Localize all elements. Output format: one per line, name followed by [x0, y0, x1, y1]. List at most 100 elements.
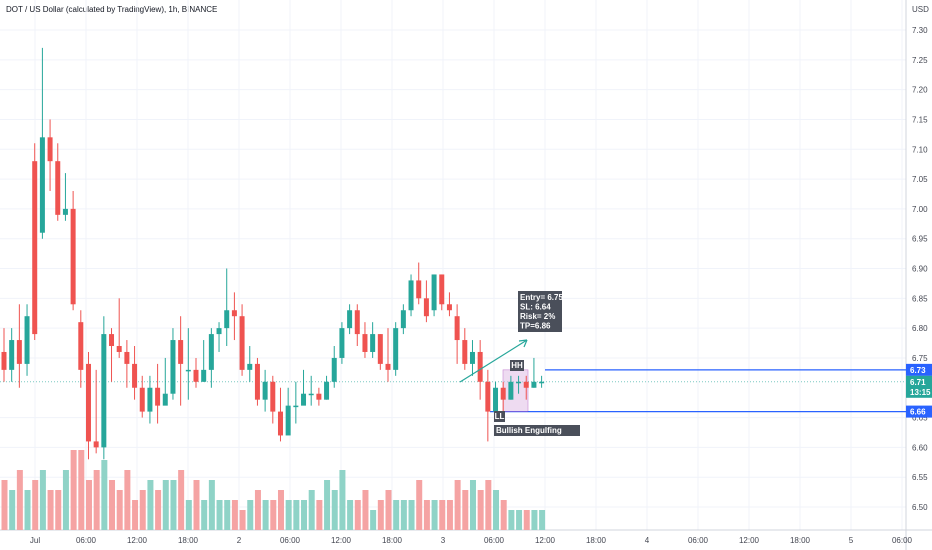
candle-body: [316, 393, 322, 400]
price-tick-label: 6.90: [912, 265, 928, 274]
candle-body: [377, 334, 383, 364]
candle-body: [109, 334, 115, 347]
candle-body: [16, 340, 22, 364]
volume-bar: [132, 500, 139, 530]
volume-bar: [493, 490, 500, 530]
candle-body: [1, 351, 7, 370]
volume-bar: [1, 480, 8, 530]
lower-price-tag: [906, 405, 932, 418]
volume-bar: [539, 510, 546, 530]
price-tick-label: 6.65: [912, 414, 928, 423]
volume-bar: [116, 490, 123, 530]
time-tick-label: 06:00: [76, 536, 97, 545]
upper-price-tag-text: 6.73: [910, 366, 926, 375]
lower-price-tag-text: 6.66: [910, 408, 926, 417]
time-tick-label: 06:00: [892, 536, 913, 545]
candle-body: [423, 298, 429, 317]
volume-bar: [16, 470, 23, 530]
time-tick-label: Jul: [30, 536, 40, 545]
candle-body: [539, 381, 545, 384]
volume-bar: [531, 510, 538, 530]
candle-body: [231, 310, 237, 317]
candle-body: [408, 280, 414, 311]
trade-note-line: Entry= 6.75: [520, 293, 563, 302]
volume-bar: [262, 500, 269, 530]
time-tick-label: 06:00: [484, 536, 505, 545]
volume-bar: [124, 470, 131, 530]
candle-body: [162, 393, 168, 406]
candle-body: [78, 322, 84, 370]
candle-body: [47, 137, 53, 162]
time-tick-label: 5: [849, 536, 854, 545]
trend-arrow-line[interactable]: [459, 339, 528, 383]
candle-body: [331, 357, 337, 382]
volume-bar: [285, 500, 292, 530]
time-tick-label: 06:00: [280, 536, 301, 545]
upper-price-tag: [906, 363, 932, 376]
volume-bar: [193, 480, 200, 530]
volume-bar: [316, 500, 323, 530]
candle-body: [93, 441, 99, 448]
hh-label: HH: [511, 361, 523, 370]
candle-body: [155, 387, 161, 406]
volume-bar: [216, 500, 223, 530]
pattern-highlight-box[interactable]: [502, 369, 529, 412]
volume-bar: [24, 490, 31, 530]
volume-bar: [277, 490, 284, 530]
candle-body: [385, 363, 391, 370]
candle-body: [370, 334, 376, 352]
volume-bar: [109, 480, 116, 530]
price-tick-label: 7.10: [912, 145, 928, 154]
candle-body: [446, 304, 452, 311]
volume-bar: [85, 480, 92, 530]
candle-body: [62, 208, 68, 215]
candle-body: [132, 363, 138, 388]
candle-body: [400, 310, 406, 329]
price-tick-label: 6.75: [912, 354, 928, 363]
candle-body: [9, 340, 15, 370]
volume-bar: [431, 500, 438, 530]
volume-bar: [239, 510, 246, 530]
trade-note-box[interactable]: [518, 291, 562, 332]
volume-bar: [454, 480, 461, 530]
volume-bar: [408, 500, 415, 530]
volume-bar: [331, 490, 338, 530]
candle-body: [354, 310, 360, 335]
volume-bar: [370, 510, 377, 530]
price-tick-label: 6.60: [912, 443, 928, 452]
candle-body: [301, 393, 307, 406]
candle-body: [516, 381, 522, 384]
price-tick-label: 6.85: [912, 294, 928, 303]
price-tick-label: 7.20: [912, 86, 928, 95]
candle-body: [416, 280, 422, 299]
price-tick-label: 7.15: [912, 115, 928, 124]
candle-body: [116, 346, 122, 352]
volume-bar: [523, 510, 530, 530]
time-tick-label: 12:00: [127, 536, 148, 545]
volume-bar: [62, 470, 69, 530]
volume-bar: [516, 510, 523, 530]
volume-bar: [324, 480, 331, 530]
volume-bar: [446, 500, 453, 530]
volume-bar: [293, 500, 300, 530]
volume-bar: [347, 500, 354, 530]
candle-body: [101, 334, 107, 448]
time-tick-label: 2: [237, 536, 242, 545]
candle-body: [216, 328, 222, 335]
volume-bar: [354, 500, 361, 530]
candle-body: [362, 334, 368, 352]
price-tick-label: 7.05: [912, 175, 928, 184]
candle-body: [523, 381, 529, 388]
volume-bar: [254, 490, 261, 530]
candle-body: [32, 161, 38, 335]
volume-bar: [385, 490, 392, 530]
candle-body: [508, 381, 514, 400]
candle-body: [347, 310, 353, 329]
volume-bar: [270, 500, 277, 530]
volume-bar: [93, 470, 100, 530]
volume-bar: [170, 480, 177, 530]
candle-body: [224, 310, 230, 329]
volume-bar: [377, 500, 384, 530]
candle-body: [39, 137, 45, 233]
